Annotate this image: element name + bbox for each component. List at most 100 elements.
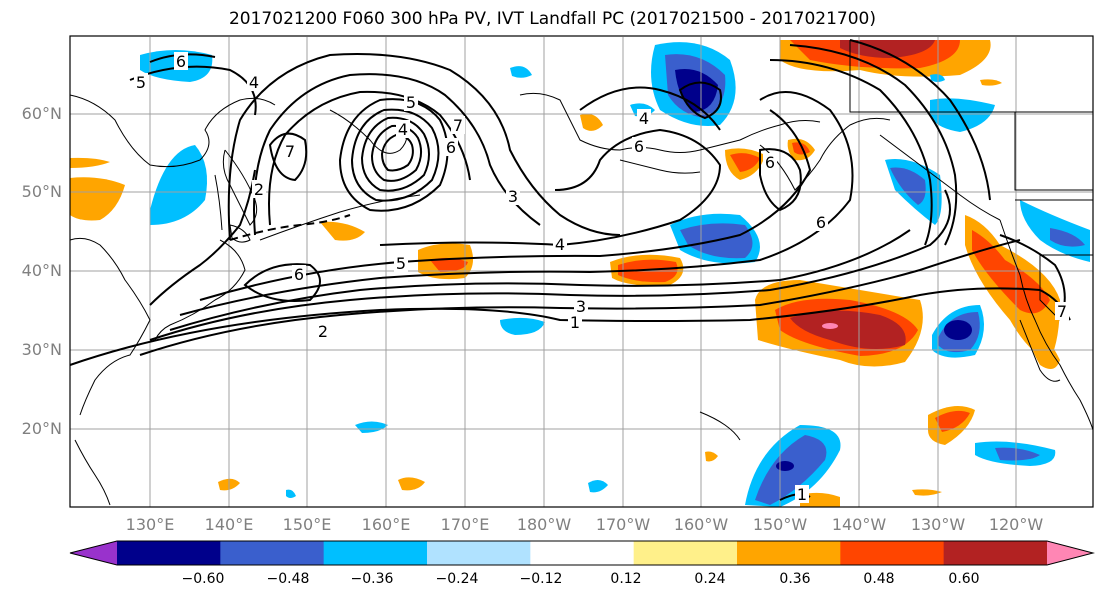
colorbar-tick-label: 0.60	[948, 571, 980, 587]
contour-left-2	[149, 169, 256, 306]
lat-label: 30°N	[21, 340, 62, 359]
colorbar-cell	[530, 541, 635, 565]
colorbar-tick-label: 0.48	[863, 571, 895, 587]
fill-red-ak2	[792, 142, 810, 155]
contour-big-1	[227, 53, 621, 241]
contour-4	[179, 91, 854, 316]
lon-label: 130°E	[125, 515, 175, 534]
fill-cyan-wp	[150, 145, 208, 225]
contour-label: 2	[254, 180, 264, 199]
fill-orange-baja	[1025, 320, 1060, 369]
colorbar-cell	[737, 541, 841, 565]
colorbar-tick-label: −0.60	[181, 571, 225, 587]
lat-label: 20°N	[21, 419, 62, 438]
contour-5	[199, 109, 812, 301]
contour-label: 4	[639, 109, 649, 128]
contour-label: 7	[285, 142, 295, 161]
contour-label: 4	[249, 73, 259, 92]
lon-label: 160°E	[361, 515, 411, 534]
fill-orange-sm7	[912, 489, 942, 496]
fill-cyan-hi	[355, 421, 388, 433]
lon-label: 150°W	[752, 515, 808, 534]
coast-us-west	[999, 219, 1094, 431]
colorbar-cells	[70, 541, 1093, 565]
colorbar-tick-label: −0.24	[435, 571, 479, 587]
fill-blue-bc	[890, 167, 926, 205]
lon-label: 180°W	[516, 515, 572, 534]
contour-ring-3	[360, 116, 430, 192]
contour-6b	[379, 128, 722, 247]
lon-label: 160°W	[673, 515, 729, 534]
contour-6a	[243, 263, 321, 302]
fill-cyan-55n	[930, 98, 995, 132]
contour-label: 6	[176, 52, 186, 71]
contour-label: 4	[398, 120, 408, 139]
pv-contours	[69, 39, 1071, 501]
map-title: 2017021200 F060 300 hPa PV, IVT Landfall…	[228, 9, 876, 29]
fill-red-175e	[430, 257, 468, 272]
contour-label-layer: 6 5 4 7 2 7 6 5 4 3 6 6 5 4 3 2 1 4 6 6 …	[134, 52, 1069, 504]
colorbar-cell	[840, 541, 945, 565]
contour-label: 6	[816, 213, 826, 232]
contour-big-3	[268, 90, 471, 226]
contour-label: 7	[453, 116, 463, 135]
contour-label: 1	[570, 313, 580, 332]
contour-label: 5	[406, 93, 416, 112]
coast-bc	[879, 134, 1001, 221]
coastlines	[69, 40, 1094, 506]
contour-label: 3	[508, 187, 518, 206]
coast-alaska-w	[519, 92, 821, 153]
contour-goa-4	[579, 86, 721, 131]
fill-orange-sm8	[980, 79, 1002, 86]
coast-bering-w	[329, 109, 408, 154]
colorbar-tick-label: 0.12	[610, 571, 642, 587]
coast-japan	[154, 239, 246, 341]
fill-red-wcoast	[972, 230, 1050, 314]
fill-red-130w	[935, 410, 970, 432]
fill-navy-135w	[944, 320, 972, 340]
coast-canada-border	[849, 40, 1093, 201]
colorbar-outline	[69, 540, 1095, 566]
lon-label: 170°E	[440, 515, 490, 534]
colorbar-cell	[220, 541, 325, 565]
contour-label: 2	[318, 322, 328, 341]
coast-alaska-pen	[619, 159, 701, 174]
colorbar-tick-label: −0.12	[519, 571, 563, 587]
fill-cyan-175	[510, 66, 532, 78]
contour-label: 5	[396, 254, 406, 273]
fill-blue-sub	[755, 435, 827, 505]
contour-kam-5	[129, 65, 257, 116]
fill-cyan-sm3	[588, 479, 608, 493]
contour-east-3	[849, 39, 991, 201]
fill-orange-west2	[70, 157, 110, 168]
fill-orange-sm5	[705, 451, 718, 462]
fill-orange-sm1	[398, 477, 425, 491]
lat-label: 60°N	[21, 104, 62, 123]
map-frame	[69, 35, 1094, 508]
lon-label: 120°W	[988, 515, 1044, 534]
contour-dash	[229, 214, 351, 241]
contour-east-2	[789, 44, 958, 246]
fill-blue-120w	[995, 447, 1040, 461]
colorbar-cell	[427, 541, 531, 565]
fill-orange-west	[70, 177, 125, 221]
fill-navy-sub	[776, 461, 794, 471]
coast-us-state	[1039, 254, 1093, 321]
colorbar-tick-label: 0.24	[694, 571, 726, 587]
fill-cyan-sm4	[286, 489, 296, 498]
lon-label: 140°W	[831, 515, 887, 534]
lon-label: 130°W	[910, 515, 966, 534]
contour-2	[139, 239, 1021, 356]
colorbar-cell	[117, 541, 221, 565]
contour-label: 7	[1057, 302, 1067, 321]
coast-alaska-s	[759, 117, 891, 191]
fill-orange-165e	[320, 221, 365, 241]
contour-big-2	[253, 73, 541, 236]
lon-label: 150°E	[282, 515, 332, 534]
coast-asia	[69, 94, 276, 168]
lon-label: 140°E	[204, 515, 254, 534]
colorbar-cell	[943, 541, 1048, 565]
contour-label: 6	[634, 137, 644, 156]
colorbar-cell	[323, 541, 428, 565]
contour-1	[69, 287, 1071, 366]
